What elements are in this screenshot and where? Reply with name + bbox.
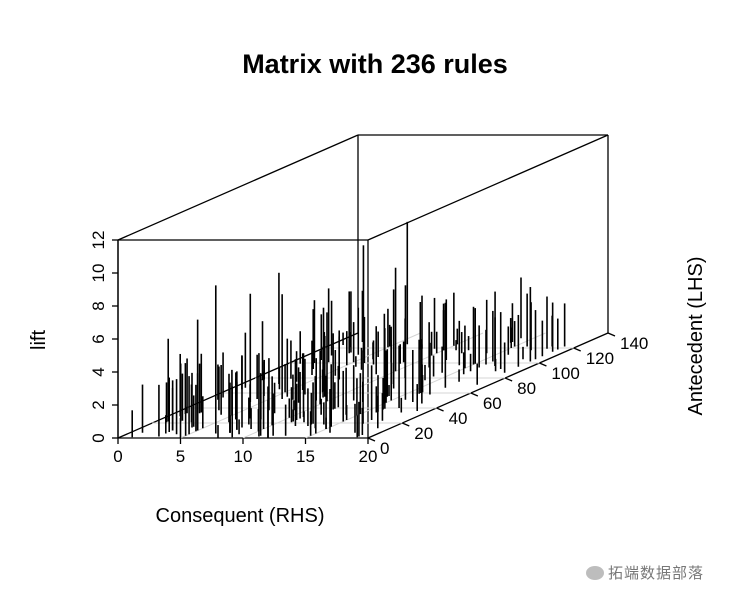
z-tick-label: 0 bbox=[89, 433, 108, 442]
y-tick-label: 140 bbox=[620, 334, 648, 353]
watermark-text: 拓端数据部落 bbox=[608, 564, 705, 582]
wechat-logo-icon bbox=[586, 565, 604, 580]
x-tick-label: 20 bbox=[359, 447, 378, 466]
y-axis-ticks: 0 20 40 60 80 100 120 140 bbox=[367, 332, 648, 458]
y-tick-mark bbox=[504, 377, 513, 382]
y-tick-label: 80 bbox=[517, 379, 536, 398]
y-tick-label: 0 bbox=[380, 439, 389, 458]
y-tick-label: 40 bbox=[449, 409, 468, 428]
y-tick-mark bbox=[470, 392, 479, 397]
x-tick-label: 0 bbox=[113, 447, 122, 466]
lift-spikes bbox=[131, 221, 566, 438]
z-tick-label: 12 bbox=[89, 231, 108, 250]
x-axis-ticks: 0 5 10 15 20 bbox=[113, 438, 377, 466]
y-tick-mark bbox=[367, 437, 376, 442]
y-tick-label: 120 bbox=[586, 349, 614, 368]
y-tick-label: 20 bbox=[414, 424, 433, 443]
box-edge-bottom bbox=[117, 332, 359, 439]
y-tick-mark bbox=[607, 332, 616, 337]
grid-line-x bbox=[305, 332, 546, 439]
z-tick-label: 8 bbox=[89, 301, 108, 310]
x-tick-label: 5 bbox=[176, 447, 185, 466]
z-axis-ticks: 0 2 4 6 8 10 12 bbox=[89, 231, 119, 443]
z-tick-label: 4 bbox=[89, 367, 108, 376]
y-tick-label: 100 bbox=[551, 364, 579, 383]
z-tick-label: 6 bbox=[89, 334, 108, 343]
watermark: 拓端数据部落 bbox=[586, 562, 704, 583]
box-edge-bottom bbox=[367, 332, 609, 439]
y-tick-mark bbox=[402, 422, 410, 427]
z-axis-label: lift bbox=[28, 330, 50, 350]
y-axis-label: Antecedent (LHS) bbox=[685, 257, 707, 416]
box-edge-top bbox=[117, 134, 359, 241]
x-tick-label: 15 bbox=[296, 447, 315, 466]
y-tick-mark bbox=[573, 347, 581, 352]
x-axis-label: Consequent (RHS) bbox=[156, 505, 325, 527]
chart-title: Matrix with 236 rules bbox=[242, 49, 508, 79]
y-tick-mark bbox=[539, 362, 547, 367]
z-tick-label: 10 bbox=[89, 264, 108, 283]
y-tick-label: 60 bbox=[483, 394, 502, 413]
x-tick-label: 10 bbox=[234, 447, 253, 466]
y-tick-mark bbox=[436, 407, 444, 412]
box-edge-top bbox=[367, 134, 609, 241]
z-tick-label: 2 bbox=[89, 400, 108, 409]
